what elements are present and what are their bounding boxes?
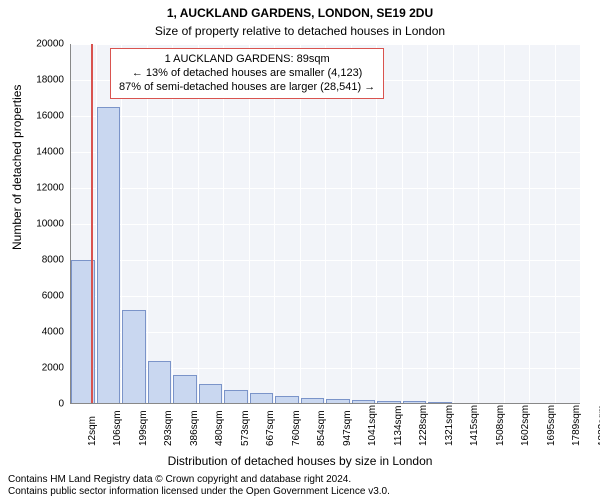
info-line: 87% of semi-detached houses are larger (… [119,81,375,95]
x-tick-label: 1602sqm [520,405,526,446]
histogram-bar [148,361,172,404]
histogram-bar [122,310,146,404]
x-tick-label: 760sqm [291,410,297,446]
histogram-bar [224,390,248,404]
y-axis-line [70,44,71,404]
x-tick-label: 573sqm [240,410,246,446]
y-tick-label: 16000 [36,111,64,122]
x-tick-label: 854sqm [316,410,322,446]
histogram-bar [199,384,223,404]
x-tick-label: 667sqm [265,410,271,446]
info-line: 1 AUCKLAND GARDENS: 89sqm [119,53,375,67]
chart-container: 1, AUCKLAND GARDENS, LONDON, SE19 2DU Si… [0,0,600,500]
x-tick-label: 1134sqm [393,406,399,446]
y-axis-ticks: 0200040006000800010000120001400016000180… [28,44,68,404]
footer-line-2: Contains public sector information licen… [8,486,592,498]
x-tick-label: 480sqm [214,410,220,446]
x-tick-label: 947sqm [342,410,348,446]
gridline-vertical [580,44,581,404]
info-callout-box: 1 AUCKLAND GARDENS: 89sqm← 13% of detach… [110,48,384,99]
x-tick-label: 1228sqm [418,405,424,446]
x-tick-label: 1415sqm [469,405,475,446]
histogram-bar [173,375,197,404]
x-axis-label: Distribution of detached houses by size … [0,454,600,468]
y-tick-label: 2000 [42,363,64,374]
x-tick-label: 293sqm [163,410,169,446]
x-tick-label: 12sqm [87,416,93,446]
y-tick-label: 18000 [36,75,64,86]
y-tick-label: 0 [58,399,64,410]
x-tick-label: 1695sqm [546,405,552,446]
x-tick-label: 199sqm [138,410,144,446]
chart-subtitle: Size of property relative to detached ho… [0,24,600,38]
y-tick-label: 10000 [36,219,64,230]
footer-attribution: Contains HM Land Registry data © Crown c… [8,474,592,498]
info-line: ← 13% of detached houses are smaller (4,… [119,67,375,81]
histogram-bar [97,107,121,404]
y-tick-label: 8000 [42,255,64,266]
y-axis-label: Number of detached properties [10,85,24,250]
property-marker-line [91,44,93,404]
x-tick-label: 1041sqm [367,405,373,446]
y-tick-label: 6000 [42,291,64,302]
chart-title: 1, AUCKLAND GARDENS, LONDON, SE19 2DU [0,6,600,20]
y-tick-label: 4000 [42,327,64,338]
x-tick-label: 386sqm [189,410,195,446]
x-axis-ticks: 12sqm 106sqm 199sqm 293sqm 386sqm 480sqm 573sq… [70,404,580,452]
x-tick-label: 106sqm [112,410,118,446]
y-tick-label: 14000 [36,147,64,158]
footer-line-1: Contains HM Land Registry data © Crown c… [8,474,592,486]
x-tick-label: 1508sqm [495,405,501,446]
y-tick-label: 12000 [36,183,64,194]
x-tick-label: 1321sqm [444,405,450,446]
x-tick-label: 1789sqm [571,405,577,446]
y-tick-label: 20000 [36,39,64,50]
